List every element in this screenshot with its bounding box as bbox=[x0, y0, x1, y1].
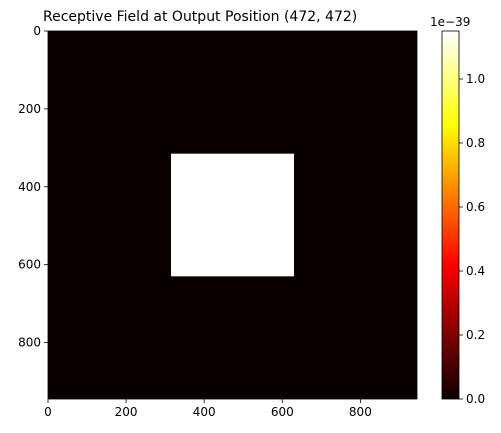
y-tick-label: 800 bbox=[18, 336, 41, 350]
colorbar-tick-label: 0.6 bbox=[466, 200, 485, 214]
x-tick-label: 200 bbox=[115, 405, 138, 419]
colorbar-tick-label: 0.8 bbox=[466, 136, 485, 150]
y-axis: 0 200 400 600 800 bbox=[18, 24, 48, 350]
y-tick-label: 0 bbox=[33, 24, 41, 38]
y-tick-label: 200 bbox=[18, 102, 41, 116]
colorbar-tick-label: 0.4 bbox=[466, 264, 485, 278]
colorbar-gradient bbox=[441, 30, 460, 400]
plot-area bbox=[47, 30, 418, 400]
plot-frame bbox=[47, 30, 418, 400]
colorbar-tick-label: 0.2 bbox=[466, 328, 485, 342]
y-tick-label: 600 bbox=[18, 258, 41, 272]
x-tick-label: 0 bbox=[44, 405, 52, 419]
x-tick-label: 600 bbox=[271, 405, 294, 419]
colorbar-offset-label: 1e−39 bbox=[430, 15, 470, 29]
chart-title: Receptive Field at Output Position (472,… bbox=[43, 9, 357, 25]
colorbar: 1e−39 0.0 0.2 0.4 0.6 0.8 1.0 bbox=[430, 15, 485, 406]
y-tick-label: 400 bbox=[18, 180, 41, 194]
x-tick-label: 800 bbox=[349, 405, 372, 419]
colorbar-tick-label: 0.0 bbox=[466, 392, 485, 406]
x-tick-label: 400 bbox=[193, 405, 216, 419]
colorbar-tick-label: 1.0 bbox=[466, 72, 485, 86]
x-axis: 0 200 400 600 800 bbox=[44, 399, 372, 419]
receptive-field-region bbox=[171, 153, 294, 277]
